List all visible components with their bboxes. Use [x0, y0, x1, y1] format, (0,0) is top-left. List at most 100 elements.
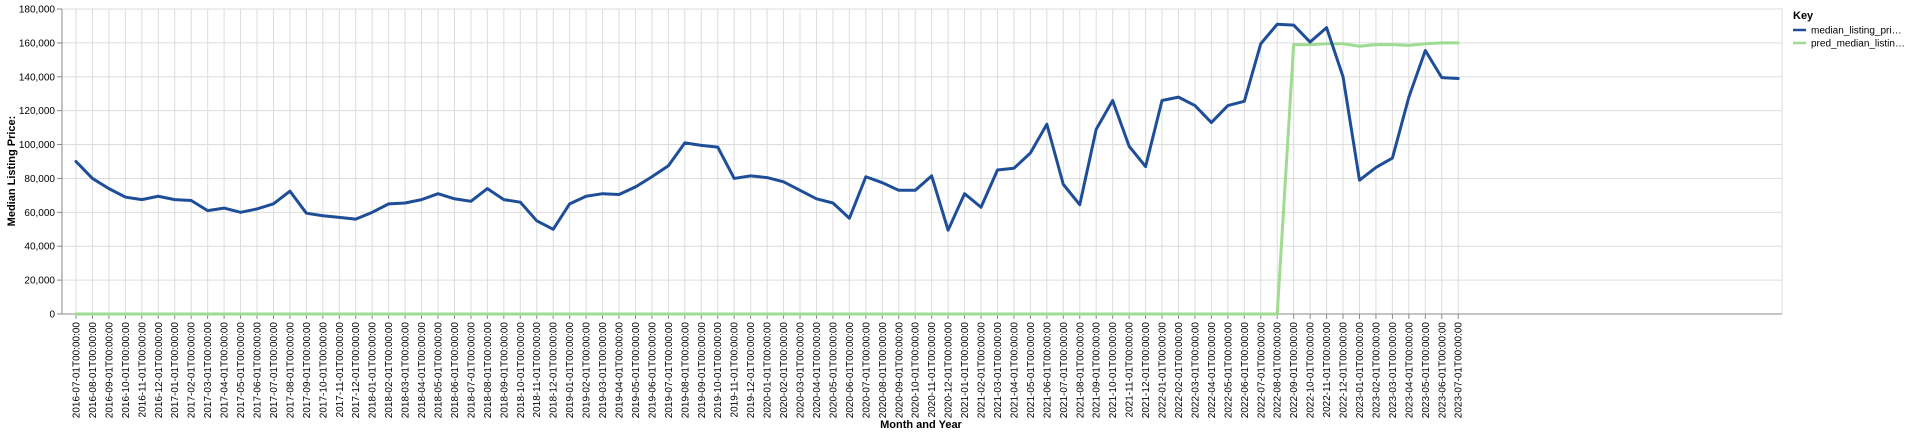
x-tick-label: 2021-08-01T00:00:00 [1075, 322, 1086, 419]
x-tick-label: 2019-06-01T00:00:00 [647, 322, 658, 419]
x-tick-label: 2016-12-01T00:00:00 [154, 322, 165, 419]
x-tick-label: 2017-04-01T00:00:00 [220, 322, 231, 419]
x-tick-label: 2017-03-01T00:00:00 [203, 322, 214, 419]
x-tick-label: 2018-01-01T00:00:00 [368, 322, 379, 419]
x-tick-label: 2022-04-01T00:00:00 [1207, 322, 1218, 419]
x-tick-label: 2018-12-01T00:00:00 [549, 322, 560, 419]
x-tick-label: 2018-04-01T00:00:00 [417, 322, 428, 419]
x-tick-label: 2022-01-01T00:00:00 [1158, 322, 1169, 419]
x-tick-label: 2018-05-01T00:00:00 [434, 322, 445, 419]
x-tick-label: 2021-03-01T00:00:00 [993, 322, 1004, 419]
x-tick-label: 2017-01-01T00:00:00 [170, 322, 181, 419]
y-tick-label: 80,000 [24, 174, 55, 185]
x-tick-label: 2021-10-01T00:00:00 [1108, 322, 1119, 419]
y-axis: 0 20,000 40,000 60,000 80,000 100,000 120,000 1… [19, 5, 63, 321]
x-tick-label: 2021-09-01T00:00:00 [1092, 322, 1103, 419]
x-tick-label: 2017-09-01T00:00:00 [302, 322, 313, 419]
x-tick-label: 2016-11-01T00:00:00 [137, 322, 148, 418]
x-tick-label: 2022-12-01T00:00:00 [1339, 322, 1350, 419]
series-lines [74, 22, 1460, 316]
x-tick-label: 2020-06-01T00:00:00 [845, 322, 856, 419]
x-tick-label: 2019-07-01T00:00:00 [664, 322, 675, 419]
x-tick-label: 2022-10-01T00:00:00 [1306, 322, 1317, 419]
x-tick-label: 2018-08-01T00:00:00 [483, 322, 494, 419]
x-tick-label: 2019-09-01T00:00:00 [697, 322, 708, 419]
x-tick-label: 2019-03-01T00:00:00 [598, 322, 609, 419]
x-tick-label: 2023-01-01T00:00:00 [1355, 322, 1366, 419]
x-tick-label: 2023-04-01T00:00:00 [1404, 322, 1415, 419]
x-tick-label: 2022-06-01T00:00:00 [1240, 322, 1251, 419]
x-tick-label: 2016-10-01T00:00:00 [121, 322, 132, 419]
x-tick-label: 2020-07-01T00:00:00 [861, 322, 872, 419]
x-tick-label: 2021-01-01T00:00:00 [960, 322, 971, 419]
legend-title: Key [1793, 10, 1814, 22]
y-axis-title: Median Listing Price: [6, 116, 18, 227]
x-tick-label: 2020-04-01T00:00:00 [812, 322, 823, 419]
x-tick-label: 2016-09-01T00:00:00 [104, 322, 115, 419]
x-tick-label: 2018-02-01T00:00:00 [384, 322, 395, 419]
x-tick-label: 2017-02-01T00:00:00 [187, 322, 198, 419]
x-tick-label: 2020-12-01T00:00:00 [944, 322, 955, 419]
y-tick-label: 160,000 [19, 38, 56, 49]
x-tick-label: 2020-03-01T00:00:00 [796, 322, 807, 419]
x-tick-label: 2018-10-01T00:00:00 [516, 322, 527, 419]
x-tick-label: 2019-08-01T00:00:00 [680, 322, 691, 419]
x-tick-label: 2017-05-01T00:00:00 [236, 322, 247, 419]
series-line-pred-median-listing-price [74, 41, 1460, 316]
x-tick-label: 2019-12-01T00:00:00 [746, 322, 757, 419]
x-tick-label: 2018-09-01T00:00:00 [499, 322, 510, 419]
legend-label: median_listing_pri… [1811, 26, 1902, 37]
series-line-median-listing-price [74, 22, 1460, 232]
x-tick-label: 2021-04-01T00:00:00 [1009, 322, 1020, 419]
x-axis-title: Month and Year [880, 419, 962, 431]
x-tick-label: 2020-02-01T00:00:00 [779, 322, 790, 419]
x-tick-label: 2018-03-01T00:00:00 [401, 322, 412, 419]
x-tick-label: 2019-04-01T00:00:00 [615, 322, 626, 419]
y-tick-label: 60,000 [24, 208, 55, 219]
x-tick-label: 2020-08-01T00:00:00 [878, 322, 889, 419]
x-tick-label: 2023-05-01T00:00:00 [1421, 322, 1432, 419]
x-tick-label: 2021-07-01T00:00:00 [1059, 322, 1070, 419]
x-tick-label: 2018-11-01T00:00:00 [532, 322, 543, 418]
x-tick-label: 2018-07-01T00:00:00 [466, 322, 477, 419]
x-tick-label: 2020-05-01T00:00:00 [828, 322, 839, 419]
x-tick-label: 2019-10-01T00:00:00 [713, 322, 724, 419]
y-tick-label: 100,000 [19, 140, 56, 151]
x-tick-label: 2022-09-01T00:00:00 [1289, 322, 1300, 419]
y-tick-label: 140,000 [19, 72, 56, 83]
x-tick-label: 2022-07-01T00:00:00 [1256, 322, 1267, 419]
x-tick-label: 2016-08-01T00:00:00 [88, 322, 99, 419]
x-tick-label: 2016-07-01T00:00:00 [72, 322, 83, 419]
x-tick-label: 2021-12-01T00:00:00 [1141, 322, 1152, 419]
x-tick-label: 2017-11-01T00:00:00 [335, 322, 346, 418]
x-tick-label: 2018-06-01T00:00:00 [450, 322, 461, 419]
x-tick-label: 2022-03-01T00:00:00 [1190, 322, 1201, 419]
x-tick-label: 2017-06-01T00:00:00 [253, 322, 264, 419]
grid-lines [61, 8, 1783, 315]
x-tick-label: 2023-07-01T00:00:00 [1454, 322, 1465, 419]
plot-frame [61, 8, 1783, 315]
x-tick-label: 2022-11-01T00:00:00 [1322, 322, 1333, 418]
x-tick-label: 2022-02-01T00:00:00 [1174, 322, 1185, 419]
x-tick-label: 2021-05-01T00:00:00 [1026, 322, 1037, 419]
x-tick-label: 2017-08-01T00:00:00 [285, 322, 296, 419]
x-axis: 2016-07-01T00:00:00 2016-08-01T00:00:00 20… [62, 313, 1782, 419]
x-tick-label: 2023-03-01T00:00:00 [1388, 322, 1399, 419]
x-tick-label: 2021-11-01T00:00:00 [1125, 322, 1136, 418]
x-tick-label: 2022-05-01T00:00:00 [1223, 322, 1234, 419]
y-tick-label: 180,000 [19, 5, 56, 16]
x-tick-label: 2017-10-01T00:00:00 [318, 322, 329, 419]
y-tick-label: 0 [49, 310, 55, 321]
x-tick-label: 2019-11-01T00:00:00 [730, 322, 741, 418]
x-tick-label: 2020-01-01T00:00:00 [763, 322, 774, 419]
x-tick-label: 2023-02-01T00:00:00 [1371, 322, 1382, 419]
x-tick-label: 2021-06-01T00:00:00 [1042, 322, 1053, 419]
x-tick-label: 2022-08-01T00:00:00 [1273, 322, 1284, 419]
legend-label: pred_median_listin… [1811, 39, 1905, 50]
x-tick-label: 2020-10-01T00:00:00 [911, 322, 922, 419]
x-tick-label: 2017-07-01T00:00:00 [269, 322, 280, 419]
y-tick-label: 40,000 [24, 242, 55, 253]
x-tick-label: 2023-06-01T00:00:00 [1437, 322, 1448, 419]
y-tick-label: 20,000 [24, 276, 55, 287]
